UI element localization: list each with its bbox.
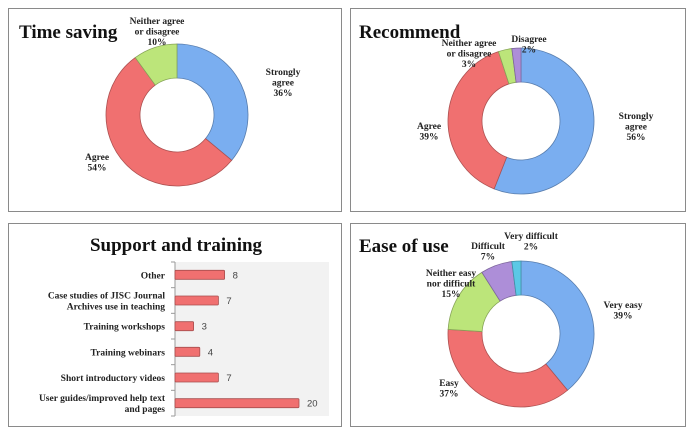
chart-title: Time saving xyxy=(19,22,118,43)
bar-short-introductory-videos xyxy=(174,372,219,383)
slice-label-agree: Agree 39% xyxy=(417,122,441,143)
bar-value-training-workshops: 3 xyxy=(202,322,207,333)
category-label-short-introductory-videos: Short introductory videos xyxy=(61,374,166,384)
slice-disagree xyxy=(511,47,522,83)
bar-value-training-webinars: 4 xyxy=(208,347,213,358)
bar-value-other: 8 xyxy=(233,270,238,281)
slice-label-strongly-agree: Strongly agree 36% xyxy=(266,68,301,99)
slice-label-very-difficult: Very difficult 2% xyxy=(504,232,559,253)
bar-value-short-introductory-videos: 7 xyxy=(226,373,231,384)
slice-very-easy xyxy=(520,260,595,391)
slice-strongly-agree xyxy=(493,47,595,195)
slice-label-agree: Agree 54% xyxy=(85,153,109,174)
slice-easy xyxy=(447,328,569,408)
slice-strongly-agree xyxy=(176,43,249,161)
chart-svg: Support and training 8 Other 7 Case studies … xyxy=(39,235,329,417)
slice-very-difficult xyxy=(511,260,522,296)
ease-of-use-panel: Ease of use Very easy 39% Easy 37% Neither ea… xyxy=(350,223,686,427)
plot-area xyxy=(175,262,329,416)
chart-svg: Time saving Strongly agree 36% Agree 54% Neith… xyxy=(19,17,301,187)
category-label-user-guides-improved-help-text-and-pages: User guides/improved help text and pages xyxy=(39,394,166,415)
bar-user-guides-improved-help-text-and-pages xyxy=(174,398,300,409)
bar-training-webinars xyxy=(174,346,201,357)
slice-label-very-easy: Very easy 39% xyxy=(604,301,643,322)
slice-agree xyxy=(447,51,510,190)
support-training-panel: Support and training 8 Other 7 Case studies … xyxy=(8,223,342,427)
slice-neither-agree-or-disagree xyxy=(134,43,178,86)
bar-case-studies-of-jisc-journal-archives-use-in-teaching xyxy=(174,295,219,306)
category-label-case-studies-of-jisc-journal-archives-use-in-teaching: Case studies of JISC Journal Archives use… xyxy=(48,292,166,313)
slice-label-easy: Easy 37% xyxy=(439,379,459,400)
chart-svg: Recommend Strongly agree 56% Agree 39% Neither… xyxy=(359,22,654,195)
slice-label-disagree: Disagree 2% xyxy=(511,35,546,56)
recommend-panel: Recommend Strongly agree 56% Agree 39% Neither… xyxy=(350,8,686,212)
bar-value-user-guides-improved-help-text-and-pages: 20 xyxy=(307,399,318,410)
category-label-training-workshops: Training workshops xyxy=(84,323,166,333)
slice-label-neither-agree-or-disagree: Neither agree or disagree 10% xyxy=(130,17,185,48)
slice-label-neither-easy-nor-difficult: Neither easy nor difficult 15% xyxy=(426,269,476,300)
slice-agree xyxy=(105,57,233,187)
bar-training-workshops xyxy=(174,321,195,332)
chart-title: Recommend xyxy=(359,22,461,43)
bar-other xyxy=(174,269,225,280)
time-saving-panel: Time saving Strongly agree 36% Agree 54% Neith… xyxy=(8,8,342,212)
chart-title: Ease of use xyxy=(359,236,449,257)
chart-svg: Ease of use Very easy 39% Easy 37% Neither ea… xyxy=(359,232,643,408)
category-label-other: Other xyxy=(141,271,166,281)
bar-value-case-studies-of-jisc-journal-archives-use-in-teaching: 7 xyxy=(226,296,231,307)
chart-title: Support and training xyxy=(90,235,263,256)
category-label-training-webinars: Training webinars xyxy=(90,348,165,358)
slice-label-strongly-agree: Strongly agree 56% xyxy=(619,112,654,143)
slice-label-difficult: Difficult 7% xyxy=(471,242,506,263)
slice-label-neither-agree-or-disagree: Neither agree or disagree 3% xyxy=(442,39,497,70)
